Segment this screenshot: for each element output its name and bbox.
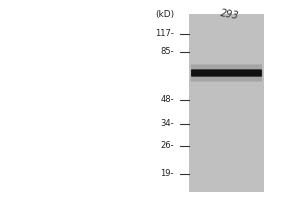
Text: 34-: 34- <box>160 119 174 129</box>
FancyBboxPatch shape <box>191 64 262 77</box>
Text: 85-: 85- <box>160 47 174 56</box>
Text: 19-: 19- <box>160 170 174 178</box>
Bar <box>189 14 264 192</box>
Text: 26-: 26- <box>160 142 174 150</box>
FancyBboxPatch shape <box>191 69 262 77</box>
Text: (kD): (kD) <box>155 10 174 19</box>
Text: 293: 293 <box>219 8 240 21</box>
FancyBboxPatch shape <box>191 69 262 82</box>
Text: 117-: 117- <box>155 29 174 38</box>
Text: 48-: 48- <box>160 96 174 104</box>
